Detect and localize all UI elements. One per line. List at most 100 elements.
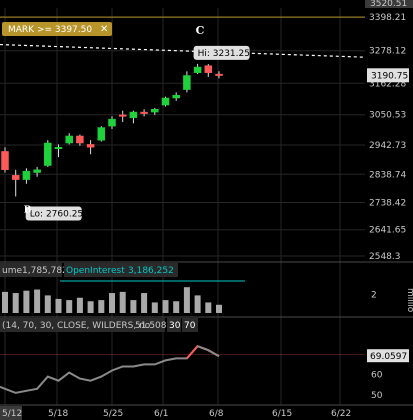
volume-value: 1,785,782 <box>22 266 68 276</box>
candle-body <box>76 135 84 144</box>
current-price-badge: 3190.75 <box>367 68 409 83</box>
volume-bar <box>205 302 212 313</box>
candle-body <box>108 118 116 127</box>
candle-body <box>54 146 63 149</box>
price-tick-label: 2942.73 <box>369 141 406 151</box>
rsi-axis: 60 50 <box>371 371 383 401</box>
high-annotation: Hi: 3231.25 <box>193 45 250 60</box>
x-tick-label: 5/18 <box>48 409 68 419</box>
svg-text:69.0597: 69.0597 <box>370 352 407 362</box>
volume-label: ume <box>2 266 22 276</box>
volume-bar <box>76 297 83 313</box>
x-tick-label: 6/22 <box>331 409 351 419</box>
volume-bar <box>98 300 105 313</box>
price-panel: MARK >= 3397.50 ✕ Hi: 3231.25 Lo: 2760.2… <box>0 0 413 262</box>
top-partial-price: 3520.51 <box>370 0 407 9</box>
candle-body <box>151 109 159 113</box>
rsi-header: (14, 70, 30, CLOSE, WILDERS, no 51.5082 … <box>0 318 198 332</box>
x-tick-label: 6/15 <box>272 409 292 419</box>
volume-bar <box>216 304 222 313</box>
candle-body <box>161 97 170 106</box>
volume-unit-label: millio <box>405 288 413 313</box>
volume-bars <box>2 287 222 313</box>
candle-body <box>65 135 73 144</box>
price-axis: 3520.51 3398.21 3278.12 3162.28 3050.53 2942.… <box>365 0 413 262</box>
volume-bar <box>151 302 158 313</box>
x-tick-label: 6/8 <box>209 409 224 419</box>
svg-text:Hi: 3231.25: Hi: 3231.25 <box>198 49 250 59</box>
svg-text:Lo: 2760.25: Lo: 2760.25 <box>30 209 83 219</box>
price-tick-label: 3050.53 <box>369 111 406 121</box>
candle-body <box>44 142 52 166</box>
grid <box>0 8 365 405</box>
volume-header: ume 1,785,782 OpenInterest 3,186,252 <box>0 263 178 277</box>
open-interest-value: 3,186,252 <box>128 266 174 276</box>
price-tick-label: 2641.65 <box>369 226 406 236</box>
volume-bar <box>130 300 137 313</box>
top-partial-price-badge <box>365 0 413 8</box>
rsi-current-badge: 69.0597 <box>367 349 409 363</box>
volume-bar <box>109 293 115 313</box>
volume-bar <box>2 291 8 313</box>
candle-body <box>86 144 95 148</box>
candle-body <box>204 65 213 73</box>
candle-body <box>33 169 41 173</box>
volume-bar <box>44 295 51 313</box>
candle-body <box>118 114 127 117</box>
x-tick-label: 5/12 <box>2 409 22 419</box>
volume-axis: 2 <box>371 291 377 301</box>
x-tick-first-badge <box>0 406 22 420</box>
mark-close-icon[interactable]: ✕ <box>100 24 108 35</box>
volume-bar <box>141 293 148 313</box>
svg-text:3190.75: 3190.75 <box>371 71 408 81</box>
rsi-value: 51.5082 <box>135 321 172 331</box>
volume-bar <box>12 293 19 313</box>
price-tick-label: 2838.74 <box>369 170 406 180</box>
open-interest-label: OpenInterest <box>66 266 125 276</box>
candle-body <box>215 73 223 76</box>
price-tick-label: 3162.28 <box>369 79 406 89</box>
rsi-oversold-level: 30 <box>169 321 181 331</box>
volume-bar <box>119 291 126 313</box>
volume-bar <box>55 298 62 313</box>
volume-bar <box>34 289 41 313</box>
rsi-overbought-level: 70 <box>184 321 196 331</box>
candle-body <box>22 170 31 180</box>
x-tick-label: 6/1 <box>154 409 168 419</box>
wave-b-label: B <box>24 205 32 215</box>
volume-bar <box>87 301 94 313</box>
price-tick-label: 2738.42 <box>369 199 406 209</box>
price-tick-label: 3398.21 <box>369 13 406 23</box>
x-axis: 5/12 5/18 5/25 6/1 6/8 6/15 6/22 <box>0 404 413 420</box>
trendline[interactable] <box>0 43 366 58</box>
candle-body <box>193 66 202 73</box>
volume-tick-label: 2 <box>371 291 377 301</box>
volume-bar <box>162 300 169 313</box>
candle-body <box>129 111 138 118</box>
volume-bar <box>183 287 190 313</box>
volume-bar <box>23 290 30 313</box>
candles <box>1 63 223 197</box>
candle-body <box>11 175 20 180</box>
low-annotation: Lo: 2760.25 <box>25 206 83 221</box>
candle-body <box>97 127 106 141</box>
candle-body <box>183 75 191 90</box>
volume-bar <box>66 300 73 313</box>
rsi-line <box>0 345 199 394</box>
x-tick-label: 5/25 <box>103 409 123 419</box>
candle-body <box>140 111 148 114</box>
mark-label-badge[interactable]: MARK >= 3397.50 ✕ <box>2 22 112 36</box>
rsi-panel: (14, 70, 30, CLOSE, WILDERS, no 51.5082 … <box>0 316 413 401</box>
volume-bar <box>173 301 180 313</box>
mark-label: MARK >= 3397.50 <box>8 25 92 35</box>
rsi-label: (14, 70, 30, CLOSE, WILDERS, no <box>2 321 151 331</box>
volume-panel: ume 1,785,782 OpenInterest 3,186,252 2 m… <box>0 261 413 313</box>
rsi-tick-label: 50 <box>371 391 383 401</box>
volume-bar <box>194 295 201 313</box>
candle-body <box>172 94 180 99</box>
rsi-lines <box>0 345 220 394</box>
price-tick-label: 2548.3 <box>369 252 401 262</box>
candle-body <box>1 151 9 170</box>
price-tick-label: 3278.12 <box>369 47 406 57</box>
